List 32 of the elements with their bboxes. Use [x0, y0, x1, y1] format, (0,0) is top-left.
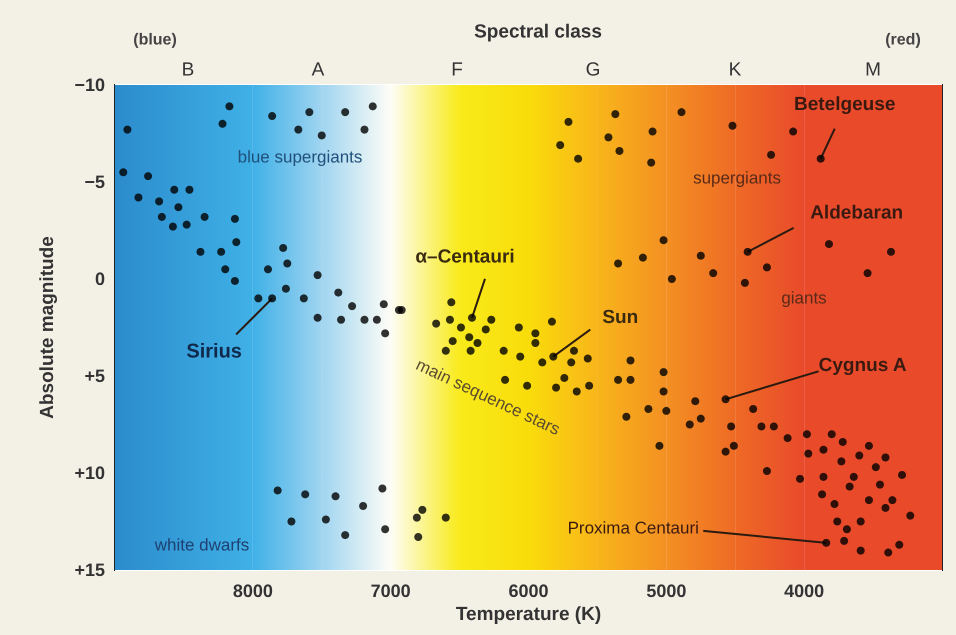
annotation: Sirius — [186, 340, 242, 362]
text: (blue) — [133, 32, 177, 48]
x-tick-label: 4000 — [784, 581, 824, 601]
text: (red) — [885, 32, 921, 48]
y-tick-label: +10 — [74, 463, 105, 483]
annotation: Cygnus A — [818, 354, 907, 376]
annotation: Proxima Centauri — [568, 518, 699, 538]
text: G — [586, 60, 600, 80]
annotation: Aldebaran — [810, 202, 904, 224]
text: B — [182, 60, 194, 80]
text: F — [451, 60, 463, 80]
annotation: blue supergiants — [238, 148, 362, 166]
text: K — [728, 60, 742, 80]
x-axis-title: Temperature (K) — [456, 604, 602, 625]
text: Spectral class — [474, 22, 602, 42]
y-tick-label: 0 — [94, 269, 105, 289]
y-tick-label: −10 — [74, 75, 105, 95]
y-tick-label: +15 — [74, 560, 105, 580]
annotation: supergiants — [693, 168, 781, 188]
annotation: giants — [781, 288, 827, 308]
annotation: Sun — [602, 307, 638, 328]
annotation: white dwarfs — [154, 536, 250, 554]
x-tick-label: 7000 — [370, 581, 411, 601]
y-tick-label: −5 — [84, 172, 105, 192]
x-tick-label: 6000 — [508, 581, 549, 601]
x-tick-label: 8000 — [232, 581, 273, 601]
text: A — [312, 60, 325, 80]
annotation: Betelgeuse — [794, 94, 896, 116]
text: M — [865, 60, 881, 80]
y-axis-title: Absolute magnitude — [37, 236, 58, 419]
y-tick-label: +5 — [84, 366, 105, 386]
x-tick-label: 5000 — [646, 581, 686, 601]
